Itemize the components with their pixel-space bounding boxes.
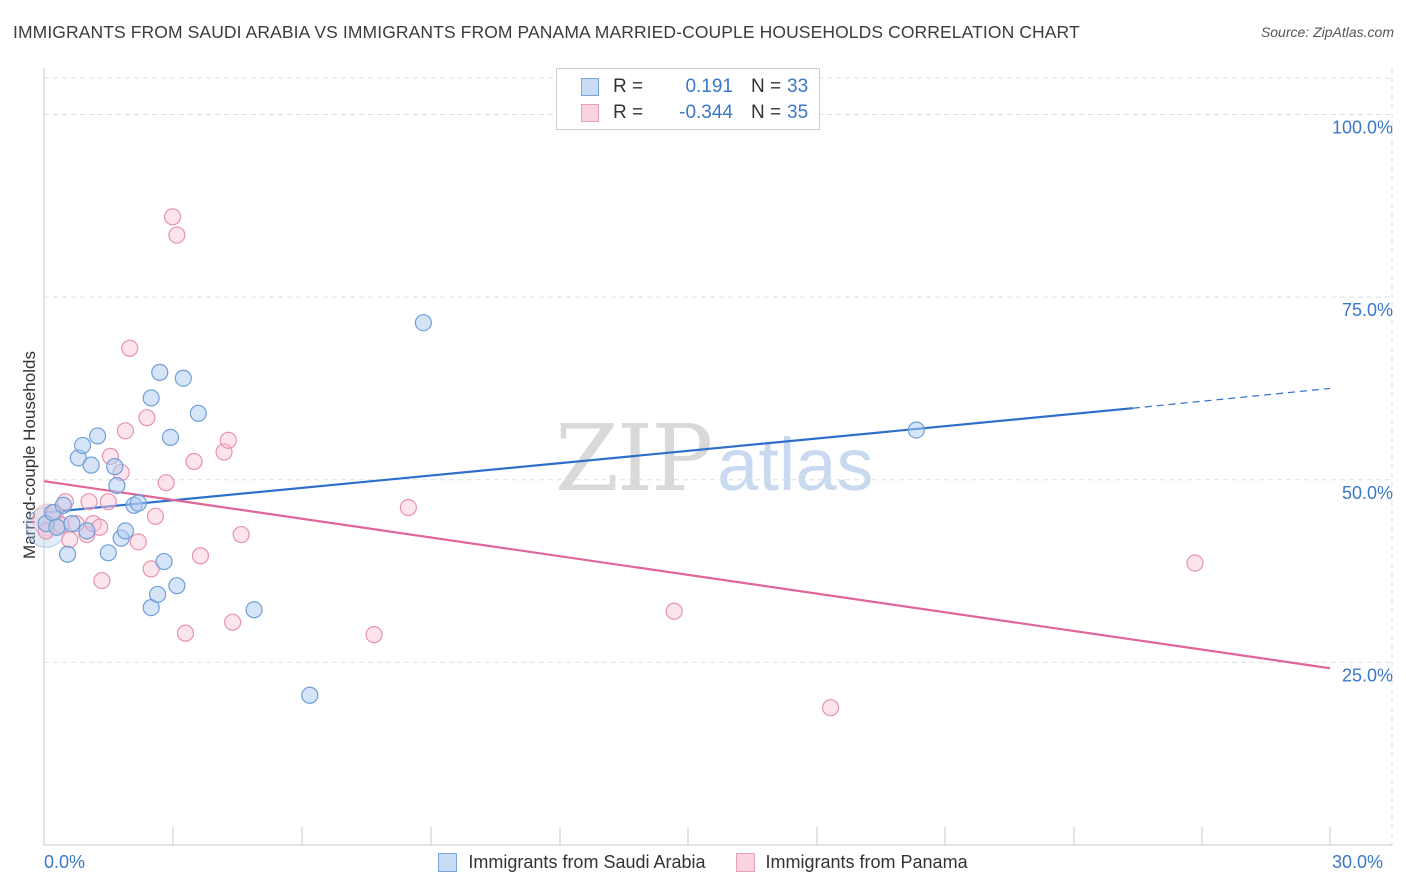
data-point-panama	[61, 531, 79, 549]
legend-row-saudi-arabia: R = 0.191 N = 33	[581, 75, 808, 99]
correlation-legend: R = 0.191 N = 33 R = -0.344 N = 35	[556, 68, 820, 130]
data-point-panama	[168, 226, 186, 244]
data-point-panama	[191, 547, 210, 565]
data-point-panama	[138, 409, 156, 427]
data-point-saudi-arabia	[73, 436, 92, 455]
legend-n-label: N =	[751, 102, 782, 123]
legend-swatch-panama	[581, 104, 599, 122]
data-point-panama	[99, 493, 117, 511]
legend-r-value: -0.344	[679, 102, 733, 123]
series-legend-item-panama: Immigrants from Panama	[735, 852, 968, 873]
source-label: Source: ZipAtlas.com	[1260, 24, 1394, 40]
data-point-saudi-arabia	[907, 421, 925, 439]
legend-n-value: 35	[787, 102, 809, 123]
data-point-saudi-arabia	[151, 363, 169, 381]
legend-r-label: R =	[613, 102, 644, 123]
legend-r-value: 0.191	[685, 76, 733, 97]
data-point-saudi-arabia	[148, 585, 167, 604]
legend-r-label: R =	[613, 76, 644, 97]
data-point-saudi-arabia	[161, 428, 180, 446]
data-point-panama	[232, 525, 250, 544]
data-point-saudi-arabia	[54, 496, 72, 514]
data-point-saudi-arabia	[116, 522, 135, 540]
x-tick-label-max: 30.0%	[1332, 852, 1384, 872]
data-point-panama	[80, 493, 98, 511]
trend-line-saudi-arabia	[43, 407, 1133, 514]
data-point-saudi-arabia	[245, 601, 263, 619]
data-point-panama	[665, 602, 683, 620]
data-point-saudi-arabia	[142, 389, 160, 407]
data-point-saudi-arabia	[63, 514, 81, 533]
data-point-saudi-arabia	[106, 458, 124, 476]
data-point-saudi-arabia	[78, 522, 96, 540]
data-point-panama	[157, 474, 175, 492]
y-tick-label: 75.0%	[1342, 300, 1393, 320]
data-point-panama	[822, 699, 840, 717]
chart-title: IMMIGRANTS FROM SAUDI ARABIA VS IMMIGRAN…	[13, 22, 1080, 42]
data-point-saudi-arabia	[108, 477, 126, 495]
data-point-panama	[365, 626, 383, 644]
data-point-saudi-arabia	[414, 314, 432, 332]
trend-line-panama	[43, 480, 1331, 670]
data-point-panama	[164, 208, 182, 226]
y-tick-label: 25.0%	[1342, 665, 1393, 685]
watermark-zip: ZIP	[555, 405, 713, 512]
data-point-saudi-arabia	[129, 494, 147, 512]
x-tick-label-min: 0.0%	[44, 852, 86, 872]
data-point-panama	[224, 613, 242, 631]
zipatlas-watermark: ZIPatlas	[555, 405, 873, 512]
data-point-panama	[121, 339, 139, 357]
data-point-saudi-arabia	[189, 404, 207, 422]
data-point-panama	[93, 571, 111, 590]
data-point-saudi-arabia	[99, 544, 117, 562]
series-legend-label-saudi-arabia: Immigrants from Saudi Arabia	[468, 852, 706, 872]
legend-row-panama: R = -0.344 N = 35	[581, 101, 808, 125]
data-point-saudi-arabia	[48, 518, 66, 536]
series-legend-item-saudi-arabia: Immigrants from Saudi Arabia	[438, 852, 706, 873]
data-point-saudi-arabia	[88, 427, 107, 445]
series-legend: Immigrants from Saudi Arabia Immigrants …	[0, 852, 1406, 873]
y-tick-label: 50.0%	[1342, 483, 1393, 503]
data-point-panama	[399, 498, 417, 517]
data-point-panama	[219, 431, 237, 449]
data-point-panama	[1186, 554, 1204, 572]
data-point-panama	[146, 507, 165, 525]
y-tick-label: 100.0%	[1332, 118, 1393, 138]
data-point-saudi-arabia	[58, 545, 77, 563]
data-point-panama	[142, 560, 160, 578]
legend-n-label: N =	[751, 76, 782, 97]
legend-swatch-saudi-arabia	[581, 78, 599, 96]
data-point-panama	[176, 624, 195, 642]
data-point-saudi-arabia	[168, 577, 186, 595]
data-point-saudi-arabia	[301, 686, 319, 704]
data-point-saudi-arabia	[155, 552, 173, 571]
watermark-atlas: atlas	[717, 423, 874, 506]
legend-n-value: 33	[787, 76, 809, 97]
data-point-panama	[116, 422, 135, 440]
data-point-panama	[129, 533, 147, 551]
data-point-panama	[185, 452, 203, 471]
data-point-saudi-arabia	[174, 369, 192, 387]
trend-line-saudi-arabia-extension	[1132, 387, 1331, 409]
series-legend-swatch-panama	[735, 853, 755, 872]
series-legend-label-panama: Immigrants from Panama	[765, 852, 968, 872]
series-legend-swatch-saudi-arabia	[438, 853, 458, 872]
data-point-saudi-arabia	[82, 456, 100, 474]
